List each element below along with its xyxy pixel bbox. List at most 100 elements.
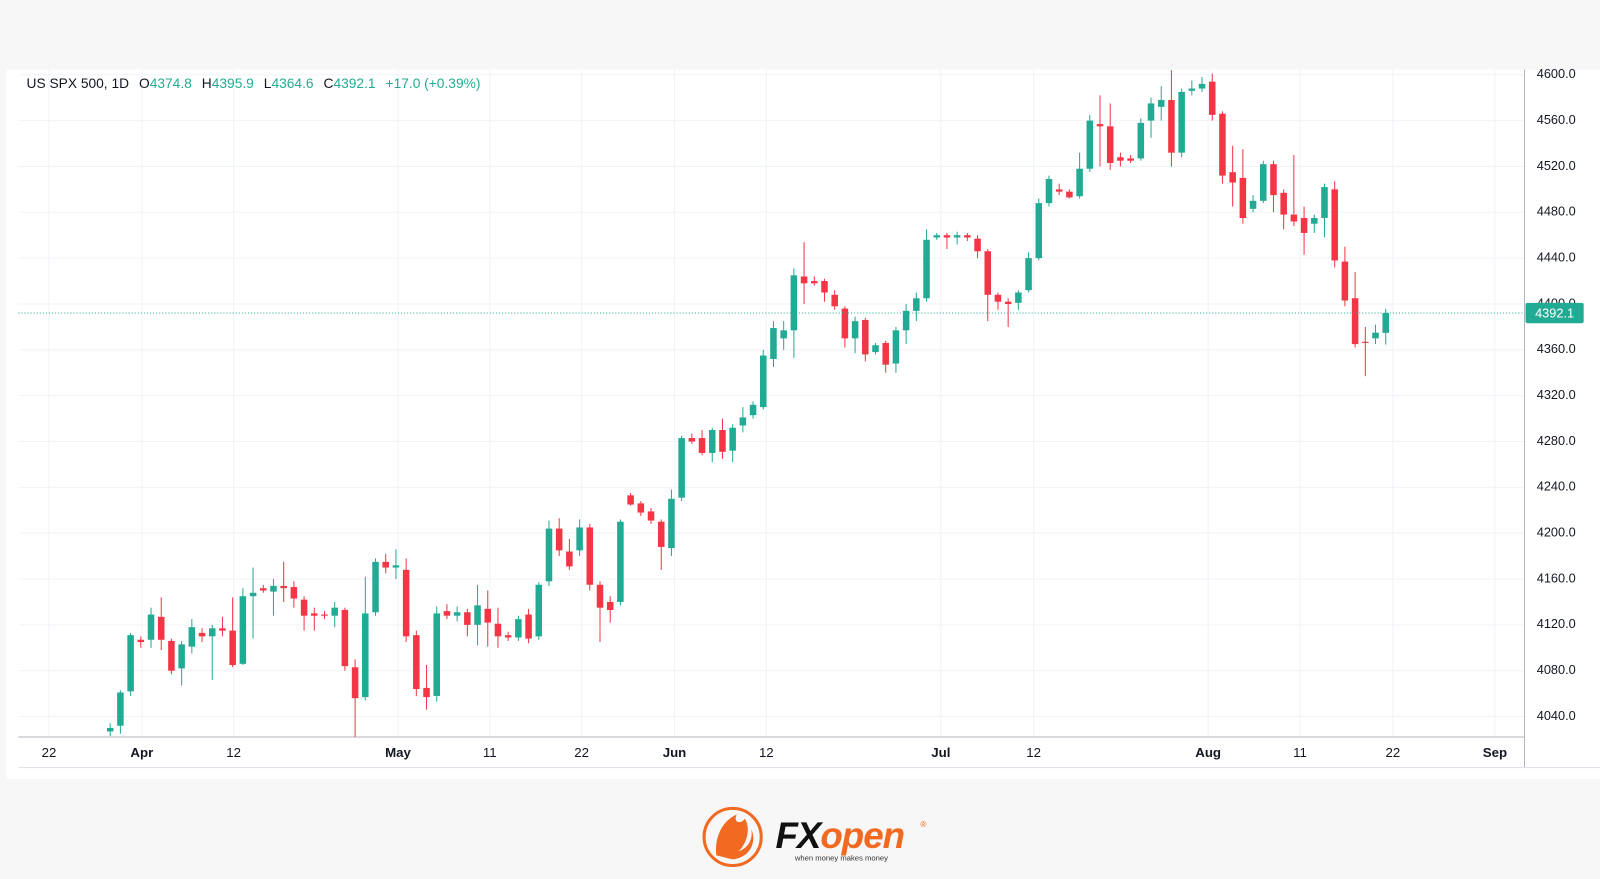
candle-body (137, 639, 145, 643)
candle-body (535, 584, 543, 637)
candle-body (719, 430, 726, 452)
x-tick-label: May (385, 745, 411, 760)
y-tick-label: 4320.0 (1537, 387, 1576, 402)
ohlc-value: 4364.6 (271, 76, 313, 91)
candle-body (1117, 157, 1124, 161)
logo-text: FXopen (776, 815, 905, 856)
x-tick-label: 12 (759, 745, 774, 760)
ohlc-label: C (324, 76, 334, 91)
candle-body (494, 623, 502, 637)
candle-body (372, 561, 379, 613)
last-price-tag (1525, 302, 1584, 324)
candle-body (300, 599, 308, 616)
logo-icon (716, 814, 754, 860)
ohlc-label: L (264, 76, 272, 91)
logo-ring (702, 806, 763, 868)
change: +17.0 (+0.39%) (386, 76, 481, 91)
candle-body (1035, 203, 1043, 259)
candle-body (1157, 99, 1165, 107)
candle-body (800, 276, 808, 284)
y-tick-label: 4560.0 (1537, 112, 1576, 127)
candle-body (341, 609, 349, 667)
candle-body (270, 585, 277, 592)
candle-body (923, 239, 930, 299)
y-tick-label: 4280.0 (1537, 433, 1576, 448)
ohlc-label: H (202, 76, 212, 91)
candle-body (1290, 214, 1298, 222)
candle-body (780, 330, 787, 339)
candle-body (443, 611, 451, 616)
y-tick-label: 4200.0 (1537, 525, 1576, 540)
candle-body (943, 235, 951, 238)
candle-body (617, 521, 624, 602)
ohlc-value: 4395.9 (212, 76, 254, 91)
candle-body (953, 235, 961, 238)
logo-fx: FX (776, 815, 824, 856)
candle-body (484, 608, 492, 623)
y-tick-label: 4240.0 (1537, 479, 1576, 494)
y-tick-label: 4600.0 (1537, 66, 1576, 81)
candle-body (117, 692, 124, 726)
candle-body (729, 427, 736, 451)
candle-body (892, 330, 900, 364)
candle-body (1198, 83, 1206, 89)
candle-body (964, 235, 971, 238)
candle-body (413, 635, 420, 690)
candle-body (321, 614, 328, 616)
candle-body (1208, 81, 1216, 115)
candle-body (1188, 88, 1196, 91)
candle-body (1300, 218, 1308, 233)
candle-body (647, 511, 655, 521)
candle-body (188, 627, 196, 647)
y-tick-label: 4160.0 (1537, 570, 1576, 585)
candle-body (1229, 172, 1236, 183)
candle-body (1249, 200, 1257, 209)
candle-body (1178, 91, 1185, 153)
candle-body (1055, 189, 1063, 192)
candle-body (1127, 158, 1134, 161)
candle-body (974, 238, 981, 252)
candle-body (382, 561, 389, 568)
candle-body (1362, 341, 1369, 343)
candle-body (545, 528, 553, 582)
candle-body (1147, 103, 1155, 121)
candle-body (106, 728, 114, 732)
candle-body (882, 342, 889, 365)
candle-body (1025, 258, 1032, 291)
candle-body (770, 328, 777, 359)
candle-body (1260, 164, 1267, 201)
ohlc-label: O (139, 76, 150, 91)
grid (18, 69, 1525, 737)
candle-body (1351, 298, 1359, 345)
candle-body (168, 640, 175, 671)
candle-body (627, 495, 634, 505)
ohlc-value: 4374.8 (150, 76, 192, 91)
y-tick-label: 4080.0 (1537, 662, 1576, 677)
y-tick-label: 4040.0 (1537, 708, 1576, 723)
candle-body (178, 644, 185, 669)
candle-body (841, 308, 849, 339)
chart-panel (6, 69, 1600, 779)
candle-body (1280, 192, 1287, 215)
candle-body (423, 687, 430, 698)
candle-body (249, 592, 257, 597)
candle-body (239, 596, 247, 664)
candle-body (1331, 189, 1338, 261)
candle-body (1219, 113, 1226, 176)
candle-body (831, 294, 838, 307)
x-tick-label: 11 (483, 745, 497, 760)
candle-body (1270, 164, 1277, 196)
last-price-label: 4392.1 (1535, 305, 1574, 320)
candle-body (760, 355, 767, 408)
candle-body (290, 587, 298, 599)
y-tick-label: 4440.0 (1537, 250, 1576, 265)
candle-body (851, 321, 859, 339)
x-tick-label: Aug (1195, 745, 1221, 760)
candle-body (362, 613, 369, 698)
candle-body (1382, 313, 1389, 333)
candle-body (198, 632, 206, 637)
ohlc-value: 4392.1 (333, 76, 375, 91)
x-tick-label: Apr (130, 745, 153, 760)
candle-body (984, 251, 992, 295)
